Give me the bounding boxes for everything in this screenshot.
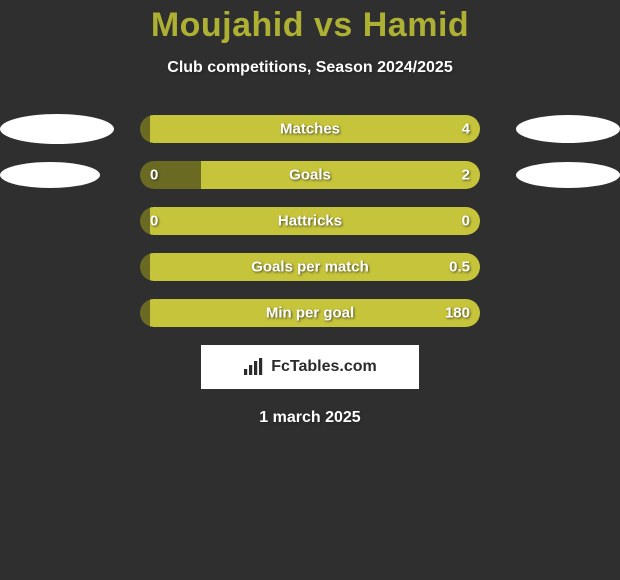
- footer-date: 1 march 2025: [0, 409, 620, 427]
- attribution-text: FcTables.com: [271, 358, 377, 376]
- title-player-right: Hamid: [363, 6, 469, 44]
- bar-segment-left: [140, 161, 201, 189]
- stat-bar: [140, 161, 480, 189]
- stat-bar: [140, 207, 480, 235]
- decorative-ellipse: [0, 114, 114, 144]
- bar-segment-left: [140, 207, 150, 235]
- bar-chart-icon: [243, 358, 265, 376]
- stats-chart: Matches4 Goals02 Hattricks00 Goals per matc…: [0, 115, 620, 327]
- decorative-ellipse: [516, 115, 620, 143]
- stat-row: Min per goal180: [0, 299, 620, 327]
- stat-bar: [140, 253, 480, 281]
- comparison-infographic: Moujahid vs Hamid Club competitions, Sea…: [0, 0, 620, 580]
- title-vs: vs: [314, 6, 353, 44]
- bar-segment-right: [150, 253, 480, 281]
- bar-segment-right: [150, 207, 480, 235]
- bar-segment-left: [140, 299, 150, 327]
- stat-row: Matches4: [0, 115, 620, 143]
- page-title: Moujahid vs Hamid: [0, 0, 620, 45]
- decorative-ellipse: [516, 162, 620, 188]
- stat-bar: [140, 115, 480, 143]
- stat-row: Goals per match0.5: [0, 253, 620, 281]
- subtitle: Club competitions, Season 2024/2025: [0, 59, 620, 77]
- stat-row: Hattricks00: [0, 207, 620, 235]
- bar-segment-left: [140, 253, 150, 281]
- bar-segment-left: [140, 115, 150, 143]
- attribution: FcTables.com: [201, 345, 419, 389]
- stat-row: Goals02: [0, 161, 620, 189]
- stat-bar: [140, 299, 480, 327]
- bar-segment-right: [201, 161, 480, 189]
- bar-segment-right: [150, 115, 480, 143]
- decorative-ellipse: [0, 162, 100, 188]
- title-player-left: Moujahid: [151, 6, 304, 44]
- bar-segment-right: [150, 299, 480, 327]
